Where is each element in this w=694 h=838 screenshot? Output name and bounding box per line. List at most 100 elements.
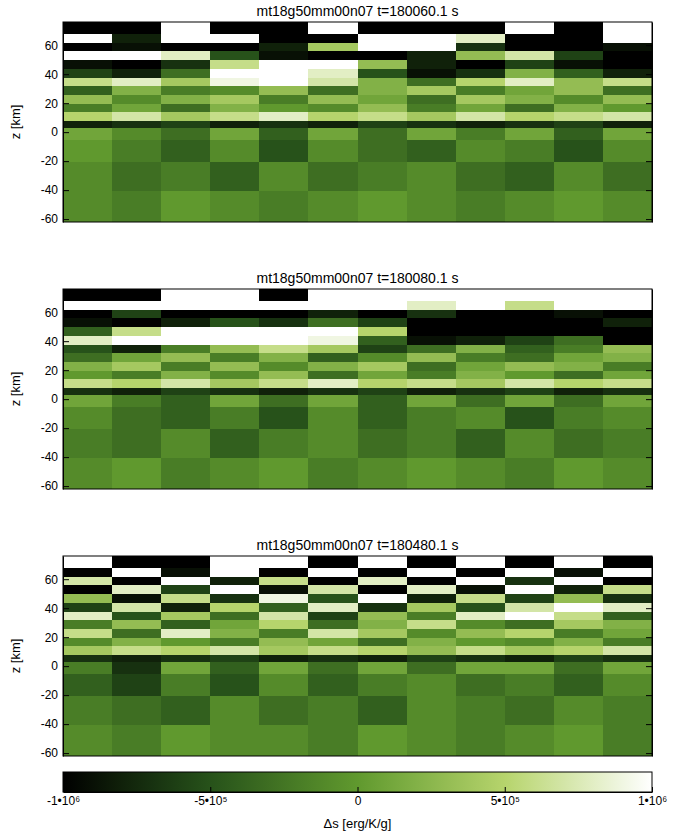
cell [456, 318, 506, 327]
cell [554, 428, 604, 457]
tick: -20 [41, 421, 69, 435]
cell [603, 620, 652, 629]
cell [358, 161, 408, 190]
cell [161, 94, 211, 103]
cell [63, 628, 113, 637]
cell [308, 335, 358, 344]
cell [358, 370, 408, 379]
cell [358, 22, 408, 34]
cell [603, 60, 652, 69]
tick-mark [646, 457, 652, 458]
cell [456, 112, 506, 121]
cell [210, 620, 260, 629]
tick-label: 0 [51, 392, 58, 406]
cell [407, 309, 457, 318]
cell [63, 695, 113, 724]
cell [63, 335, 113, 344]
tick-mark [63, 608, 69, 609]
cell [161, 103, 211, 112]
cell [603, 22, 652, 34]
cell [308, 406, 358, 428]
cell [554, 318, 604, 327]
cell [112, 361, 162, 370]
cell [161, 695, 211, 724]
tick-mark [63, 666, 69, 667]
cell [161, 121, 211, 129]
cell [407, 139, 457, 161]
cell [259, 585, 309, 594]
cell [554, 121, 604, 129]
tick-label: 60 [45, 39, 59, 53]
cell [63, 568, 113, 577]
cell [308, 585, 358, 594]
cell [161, 190, 211, 222]
tick: -20 [41, 688, 69, 702]
tick-mark [63, 724, 69, 725]
cell [554, 637, 604, 646]
cell [456, 344, 506, 353]
tick: -40 [41, 717, 69, 731]
cell [259, 190, 309, 222]
cell [63, 602, 113, 611]
cell [308, 602, 358, 611]
cell [407, 568, 457, 577]
cell [308, 646, 358, 655]
cell [505, 103, 555, 112]
tick-label: 1•10⁶ [638, 794, 667, 808]
cell [505, 68, 555, 77]
cell [259, 620, 309, 629]
cell [505, 112, 555, 121]
tick [646, 312, 652, 313]
cell [456, 128, 506, 140]
cell [505, 121, 555, 129]
cell [554, 94, 604, 103]
tick-label: 20 [45, 96, 59, 110]
cell [63, 60, 113, 69]
cell [358, 112, 408, 121]
cell [505, 576, 555, 585]
cell [358, 60, 408, 69]
cell [210, 190, 260, 222]
cell [505, 361, 555, 370]
cell [505, 655, 555, 663]
cell [358, 68, 408, 77]
cell [505, 353, 555, 362]
cell [308, 121, 358, 129]
cell [456, 353, 506, 362]
cell [603, 388, 652, 396]
cell [112, 395, 162, 407]
cell [358, 585, 408, 594]
cell [308, 428, 358, 457]
cell [456, 646, 506, 655]
cell [554, 112, 604, 121]
cell [505, 568, 555, 577]
cell [210, 344, 260, 353]
cell [161, 662, 211, 674]
cell [259, 289, 309, 301]
cell [505, 585, 555, 594]
y-axis: -60-40-200204060 [41, 557, 69, 761]
cell [603, 361, 652, 370]
tick-mark [63, 579, 69, 580]
cell [161, 406, 211, 428]
cell [112, 594, 162, 603]
tick-mark [646, 341, 652, 342]
cell [456, 190, 506, 222]
cell [554, 388, 604, 396]
cell [308, 361, 358, 370]
cell [259, 370, 309, 379]
cell [308, 620, 358, 629]
cell [505, 724, 555, 756]
cell [308, 34, 358, 43]
cell [603, 51, 652, 60]
cell [161, 646, 211, 655]
cell [63, 379, 113, 388]
tick-mark [646, 579, 652, 580]
cell [505, 344, 555, 353]
cell [456, 428, 506, 457]
cell [456, 86, 506, 95]
cell [259, 594, 309, 603]
cell [259, 112, 309, 121]
cell [259, 128, 309, 140]
cell [554, 361, 604, 370]
